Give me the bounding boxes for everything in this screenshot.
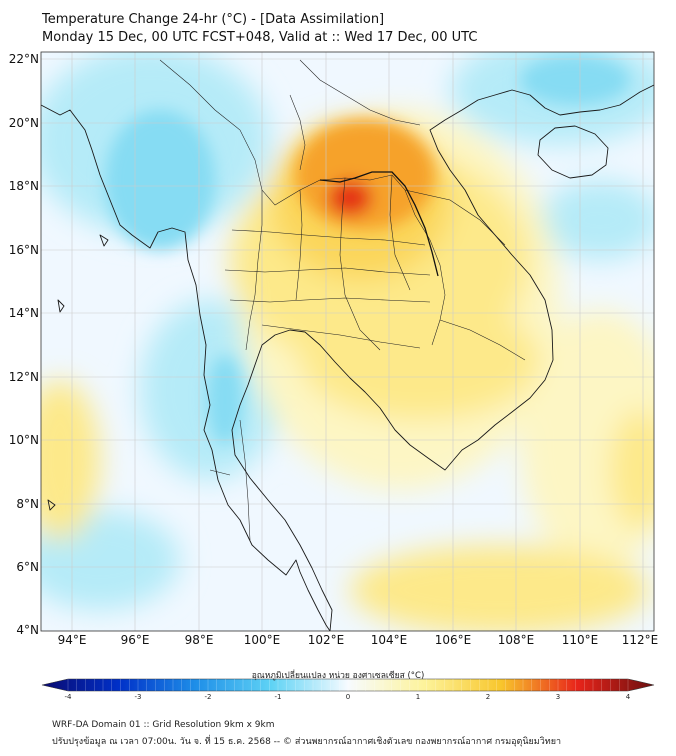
lon-label-96e: 96°E	[120, 633, 150, 647]
colorbar-label: อุณหภูมิเปลี่ยนแปลง หน่วย องศาเซลเซียส (…	[251, 671, 425, 681]
lon-label-94e: 94°E	[57, 633, 87, 647]
lat-label-4n: 4°N	[16, 623, 39, 637]
colorbar-tick-m1: -1	[274, 693, 282, 701]
lon-label-100e: 100°E	[243, 633, 281, 647]
model-info: WRF-DA Domain 01 :: Grid Resolution 9km …	[52, 720, 275, 730]
lon-label-110e: 110°E	[561, 633, 599, 647]
colorbar-tick-m2: -2	[204, 693, 212, 701]
lon-label-112e: 112°E	[621, 633, 659, 647]
colorbar-tick-m4: -4	[64, 693, 72, 701]
map-subtitle: Monday 15 Dec, 00 UTC FCST+048, Valid at…	[42, 30, 478, 45]
lon-label-106e: 106°E	[434, 633, 472, 647]
lon-label-108e: 108°E	[497, 633, 535, 647]
lat-label-18n: 18°N	[8, 179, 39, 193]
coastlines	[41, 84, 654, 631]
colorbar-tick-0: 0	[345, 693, 351, 701]
lon-label-98e: 98°E	[184, 633, 214, 647]
lat-label-20n: 20°N	[8, 116, 39, 130]
lat-label-16n: 16°N	[8, 243, 39, 257]
colorbar-tick-p3: 3	[555, 693, 561, 701]
map-frame	[40, 51, 655, 632]
lon-label-102e: 102°E	[307, 633, 345, 647]
lat-label-10n: 10°N	[8, 433, 39, 447]
lat-label-8n: 8°N	[16, 497, 39, 511]
map-title: Temperature Change 24-hr (°C) - [Data As…	[42, 12, 385, 27]
lat-label-12n: 12°N	[8, 370, 39, 384]
country-borders	[319, 171, 439, 277]
colorbar-tick-p4: 4	[625, 693, 631, 701]
lon-label-104e: 104°E	[370, 633, 408, 647]
colorbar	[41, 678, 655, 692]
mainland-coastline	[41, 104, 331, 631]
gulf-east-coastline	[231, 84, 654, 631]
graticule	[41, 52, 654, 631]
bay-islands	[47, 234, 109, 511]
temperature-field	[41, 52, 654, 631]
hainan-coastline	[537, 125, 609, 179]
update-credit: ปรับปรุงข้อมูล ณ เวลา 07:00น. วัน จ. ที่…	[52, 737, 562, 747]
colorbar-tick-p1: 1	[415, 693, 421, 701]
lat-label-6n: 6°N	[16, 560, 39, 574]
lat-label-14n: 14°N	[8, 306, 39, 320]
lat-label-22n: 22°N	[8, 52, 39, 66]
colorbar-tick-m3: -3	[134, 693, 142, 701]
admin-boundaries	[159, 59, 526, 541]
colorbar-tick-p2: 2	[485, 693, 491, 701]
